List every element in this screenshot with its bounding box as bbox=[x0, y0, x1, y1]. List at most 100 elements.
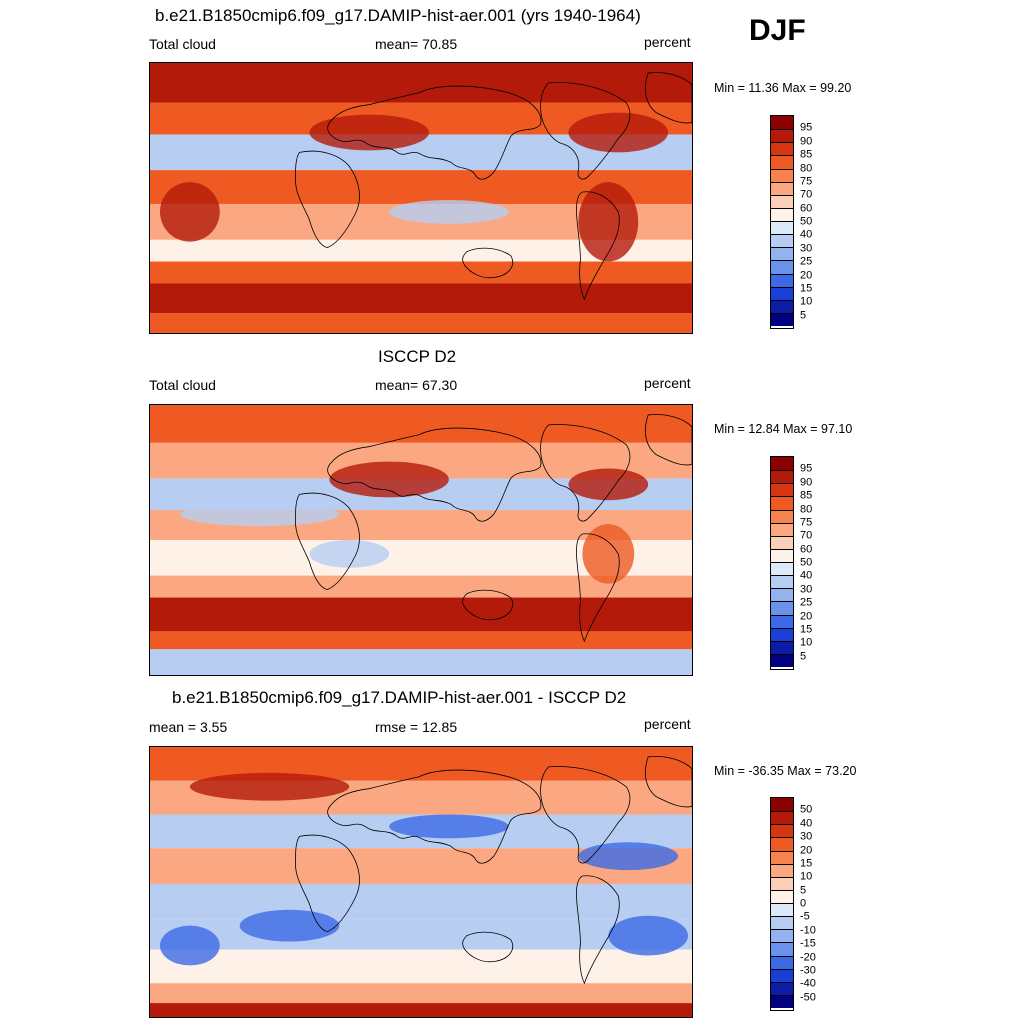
field-blob bbox=[578, 182, 639, 262]
colorbar-tick-label: 30 bbox=[800, 242, 813, 255]
field-blob bbox=[189, 772, 350, 801]
colorbar-box bbox=[771, 811, 793, 825]
colorbar-tick-label: 85 bbox=[800, 148, 813, 161]
colorbar-box bbox=[771, 470, 793, 484]
colorbar-tick-label: 70 bbox=[800, 529, 813, 542]
colorbar-tick-label: -50 bbox=[800, 991, 816, 1004]
colorbar-box bbox=[771, 247, 793, 261]
panel-2-colorbar-labels: 95 90 85 80 75 70 60 50 40 30 25 20 15 10 5 bbox=[800, 456, 840, 670]
colorbar-box bbox=[771, 850, 793, 864]
colorbar-tick-label: 60 bbox=[800, 202, 813, 215]
colorbar-tick-label: 15 bbox=[800, 857, 813, 870]
colorbar-box bbox=[771, 968, 793, 982]
colorbar-tick-label: 10 bbox=[800, 870, 813, 883]
coastline bbox=[327, 769, 542, 864]
colorbar-box bbox=[771, 575, 793, 589]
panel-3-rmse-label: rmse = 12.85 bbox=[375, 719, 458, 735]
field-band bbox=[150, 405, 692, 443]
colorbar-tick-label: 50 bbox=[800, 215, 813, 228]
colorbar-box bbox=[771, 548, 793, 562]
field-band bbox=[150, 239, 692, 262]
field-blob bbox=[179, 502, 340, 527]
colorbar-box bbox=[771, 903, 793, 917]
colorbar-box bbox=[771, 627, 793, 641]
colorbar-box bbox=[771, 522, 793, 536]
colorbar-box bbox=[771, 221, 793, 235]
field-band bbox=[150, 631, 692, 650]
colorbar-box bbox=[771, 640, 793, 654]
field-blob bbox=[179, 147, 360, 168]
colorbar-tick-label: 20 bbox=[800, 610, 813, 622]
colorbar-tick-label: 85 bbox=[800, 489, 813, 502]
colorbar-box bbox=[771, 942, 793, 956]
colorbar-tick-label: 20 bbox=[800, 844, 813, 856]
season-label: DJF bbox=[749, 14, 806, 47]
coastline bbox=[327, 427, 542, 522]
panel-1-title: b.e21.B1850cmip6.f09_g17.DAMIP-hist-aer.… bbox=[155, 6, 641, 25]
panel-1-colorbar bbox=[770, 115, 794, 329]
colorbar-box bbox=[771, 194, 793, 208]
panel-3-title: b.e21.B1850cmip6.f09_g17.DAMIP-hist-aer.… bbox=[172, 688, 627, 707]
colorbar-tick-label: 30 bbox=[800, 583, 813, 596]
colorbar-box bbox=[771, 876, 793, 890]
coastline bbox=[462, 589, 514, 621]
colorbar-tick-label: -30 bbox=[800, 964, 816, 977]
coastline bbox=[540, 424, 631, 522]
field-blob bbox=[578, 842, 679, 871]
coastline bbox=[295, 150, 360, 249]
panel-1-variable-label: Total cloud bbox=[149, 36, 216, 52]
coastline bbox=[645, 756, 692, 808]
coastline bbox=[645, 72, 692, 124]
colorbar-box bbox=[771, 824, 793, 838]
coastline bbox=[462, 931, 514, 963]
colorbar-box bbox=[771, 889, 793, 903]
field-blob bbox=[608, 915, 689, 956]
colorbar-tick-label: 5 bbox=[800, 884, 807, 897]
colorbar-tick-label: -20 bbox=[800, 951, 816, 963]
coastline bbox=[645, 414, 692, 466]
coastline bbox=[540, 82, 631, 180]
colorbar-box bbox=[771, 286, 793, 300]
colorbar-tick-label: 50 bbox=[800, 803, 813, 816]
panel-3-mean-label: mean = 3.55 bbox=[149, 719, 228, 735]
panel-3-colorbar-labels: 50 40 30 20 15 10 5 0 -5 -10 -15 -20 -30 -40 -50 bbox=[800, 797, 840, 1011]
field-blob bbox=[159, 182, 220, 242]
colorbar-tick-label: 40 bbox=[800, 569, 813, 582]
panel-1-map bbox=[149, 62, 693, 334]
colorbar-tick-label: 75 bbox=[800, 516, 813, 529]
colorbar-tick-label: 25 bbox=[800, 596, 813, 609]
colorbar-tick-label: 60 bbox=[800, 543, 813, 556]
field-band bbox=[150, 1003, 692, 1017]
coastline bbox=[327, 85, 542, 180]
colorbar-box bbox=[771, 273, 793, 287]
field-blob bbox=[389, 199, 509, 224]
colorbar-box bbox=[771, 496, 793, 510]
field-blob bbox=[159, 925, 220, 966]
colorbar-box bbox=[771, 955, 793, 969]
colorbar-box bbox=[771, 168, 793, 182]
colorbar-box bbox=[771, 142, 793, 156]
field-band bbox=[150, 575, 692, 598]
colorbar-tick-label: 15 bbox=[800, 623, 813, 636]
colorbar-tick-label: 0 bbox=[800, 897, 807, 910]
colorbar-box bbox=[771, 588, 793, 602]
colorbar-tick-label: -10 bbox=[800, 924, 816, 937]
field-band bbox=[150, 649, 692, 675]
colorbar-tick-label: 70 bbox=[800, 188, 813, 201]
coastline bbox=[576, 533, 620, 643]
colorbar-tick-label: -15 bbox=[800, 937, 816, 950]
field-band bbox=[150, 261, 692, 284]
panel-2-mean-label: mean= 67.30 bbox=[375, 377, 458, 393]
colorbar-tick-label: 80 bbox=[800, 162, 813, 174]
coastline bbox=[462, 247, 514, 279]
colorbar-box bbox=[771, 181, 793, 195]
map-svg bbox=[150, 405, 692, 675]
colorbar-tick-label: 5 bbox=[800, 309, 807, 322]
panel-1-mean-label: mean= 70.85 bbox=[375, 36, 458, 52]
panel-1-units-label: percent bbox=[644, 34, 691, 50]
field-band bbox=[150, 63, 692, 103]
panel-2-map bbox=[149, 404, 693, 676]
field-band bbox=[150, 883, 692, 920]
colorbar-box bbox=[771, 129, 793, 143]
panel-3-map bbox=[149, 746, 693, 1018]
